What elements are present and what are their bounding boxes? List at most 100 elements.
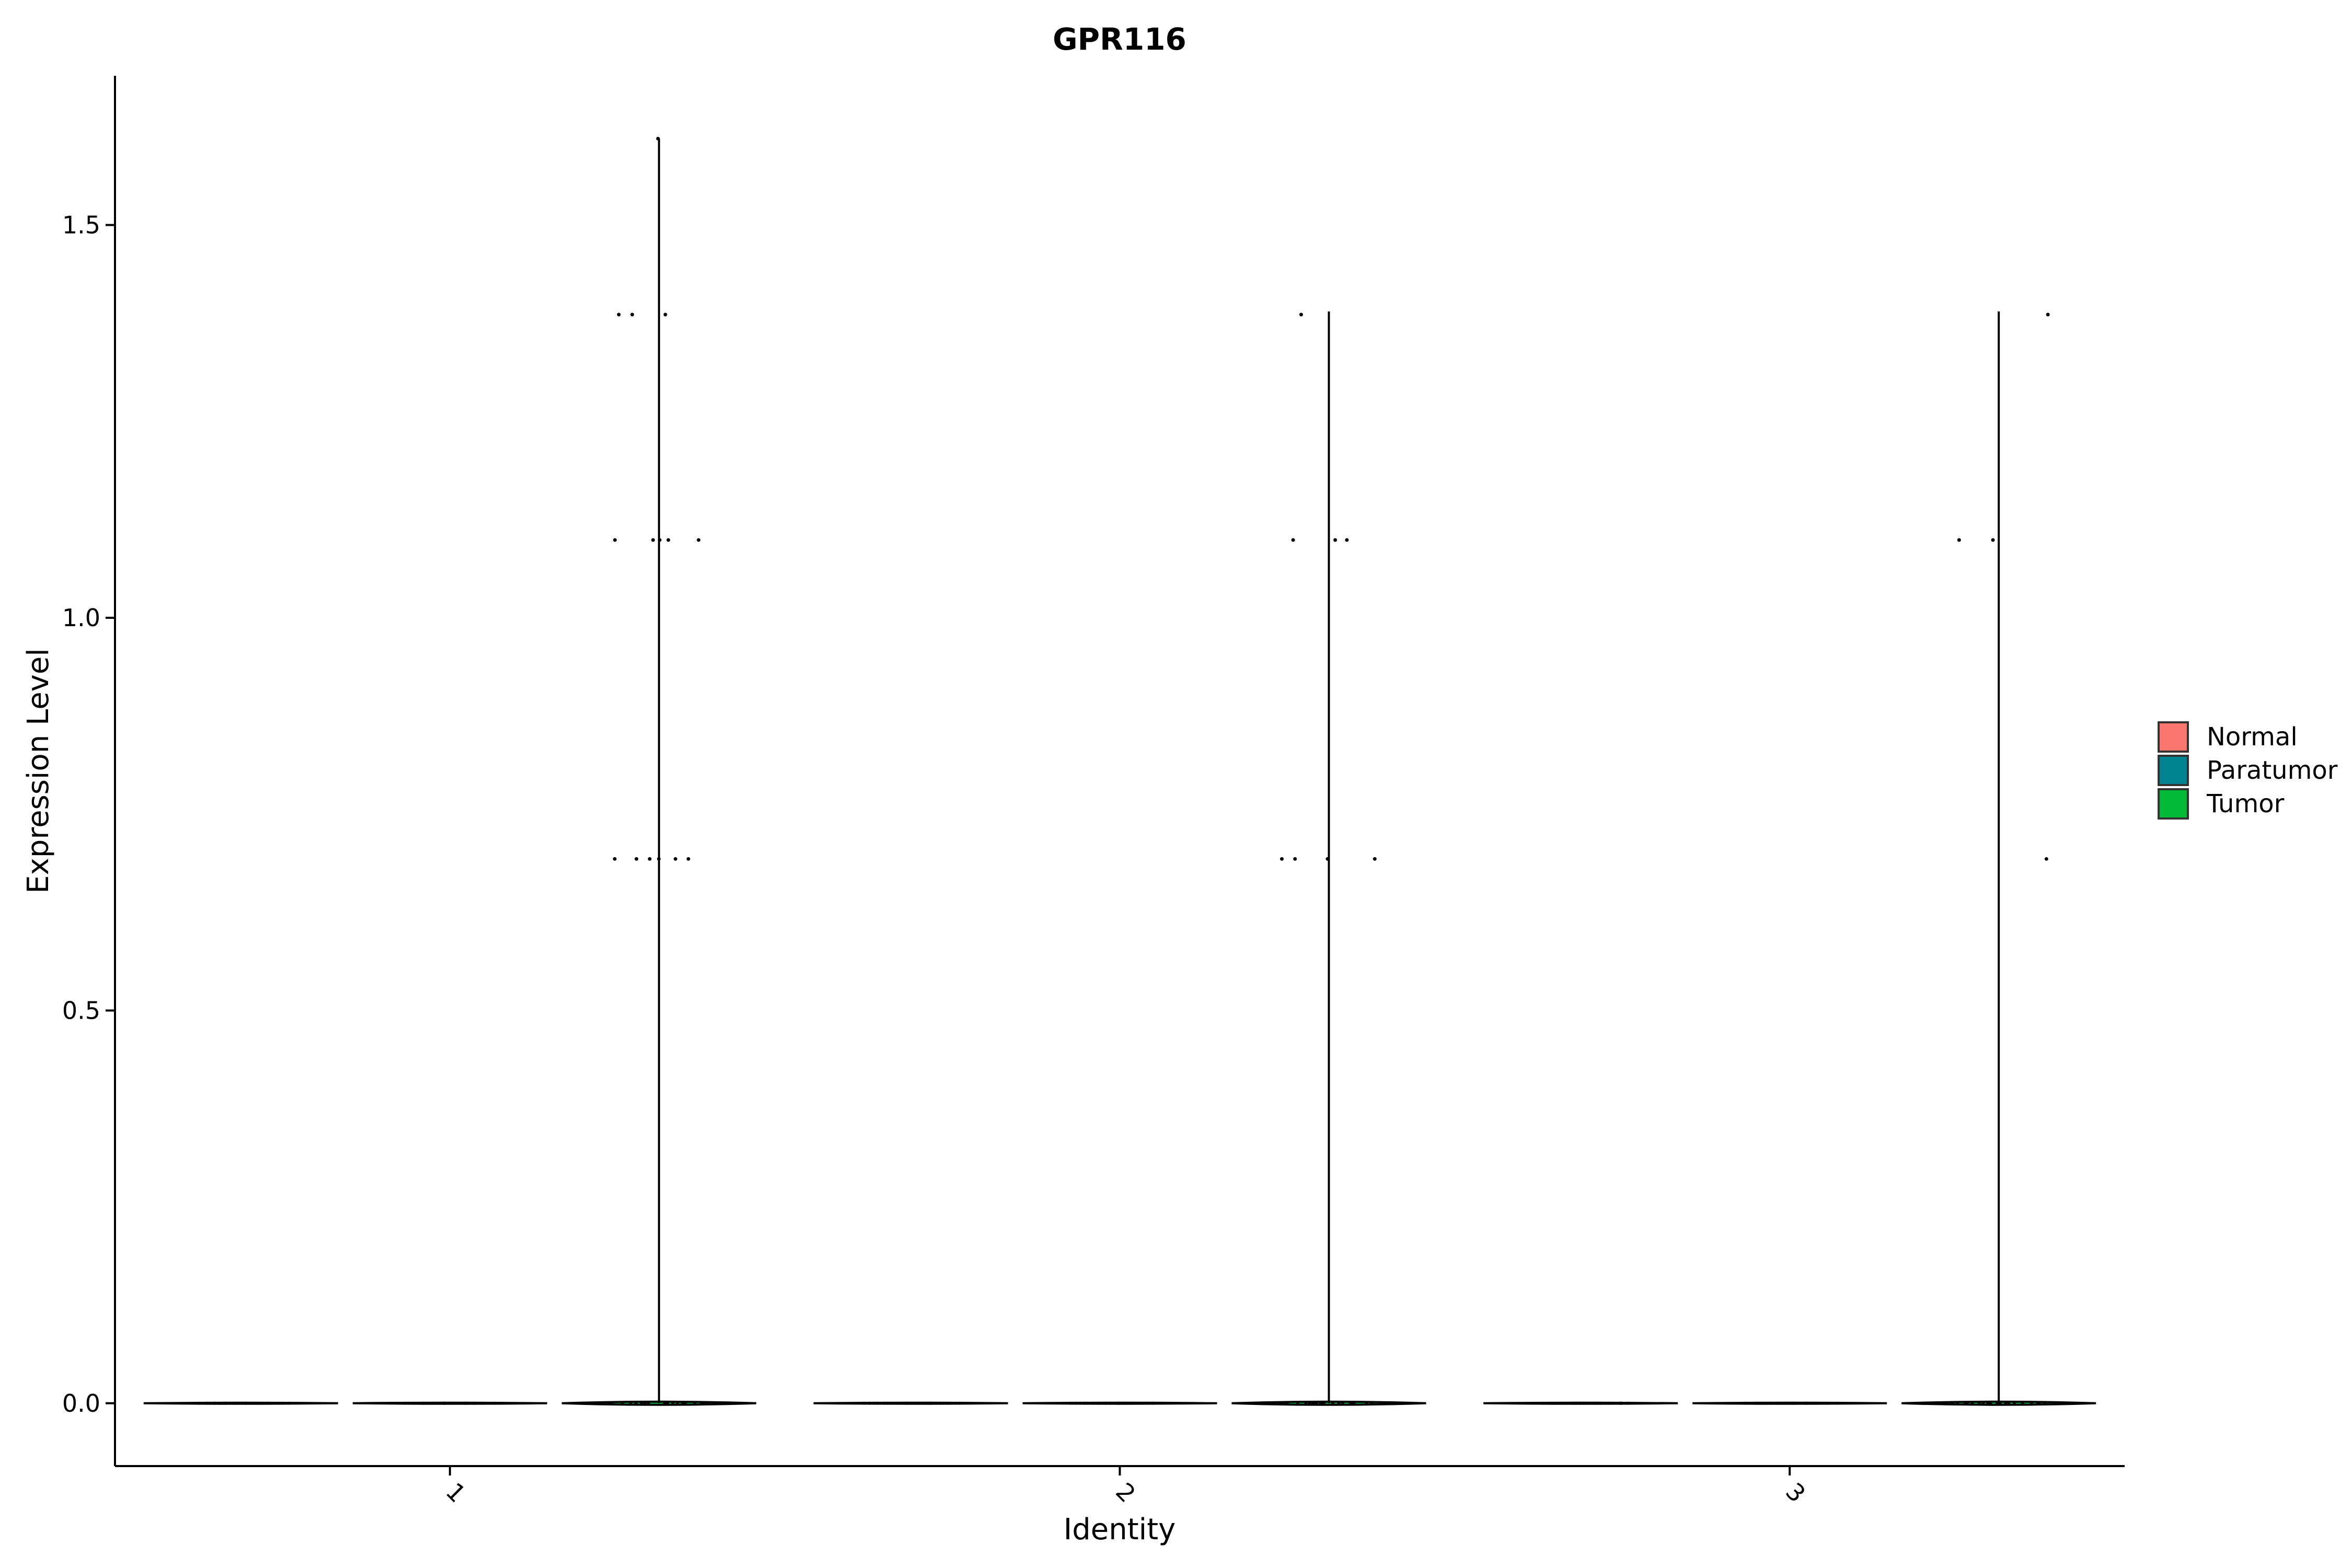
data-point bbox=[1782, 1401, 1786, 1405]
data-point bbox=[281, 1401, 285, 1405]
data-point bbox=[681, 1401, 684, 1405]
data-point bbox=[1280, 857, 1284, 861]
data-point bbox=[925, 1401, 928, 1405]
data-point bbox=[613, 857, 617, 861]
data-point bbox=[666, 1401, 670, 1405]
violin bbox=[1901, 311, 2096, 1406]
data-point bbox=[1311, 1401, 1315, 1405]
data-point bbox=[1989, 1401, 1992, 1405]
data-point bbox=[629, 1401, 632, 1405]
data-point bbox=[1793, 1401, 1797, 1405]
data-point bbox=[463, 1401, 466, 1405]
data-point bbox=[1304, 1401, 1308, 1405]
data-point bbox=[1571, 1401, 1574, 1405]
data-point bbox=[1826, 1401, 1829, 1405]
data-point bbox=[1348, 1401, 1352, 1405]
data-point bbox=[1769, 1401, 1773, 1405]
data-point bbox=[2044, 857, 2048, 861]
data-point bbox=[287, 1401, 291, 1405]
data-point bbox=[1592, 1401, 1596, 1405]
data-point bbox=[876, 1401, 880, 1405]
data-point bbox=[1098, 1401, 1101, 1405]
y-axis-title: Expression Level bbox=[21, 648, 55, 894]
data-point bbox=[1122, 1401, 1125, 1405]
data-point bbox=[1837, 1401, 1840, 1405]
data-point bbox=[671, 1401, 675, 1405]
data-point bbox=[1599, 1401, 1602, 1405]
data-point bbox=[1957, 538, 1961, 542]
data-point bbox=[1628, 1401, 1631, 1405]
data-point bbox=[1085, 1401, 1088, 1405]
data-point bbox=[1116, 1401, 1120, 1405]
data-point bbox=[872, 1401, 875, 1405]
data-point bbox=[1147, 1401, 1150, 1405]
data-point bbox=[1293, 857, 1297, 861]
data-point bbox=[217, 1401, 221, 1405]
data-point bbox=[699, 1401, 703, 1405]
data-point bbox=[440, 1401, 443, 1405]
violin bbox=[813, 1401, 1008, 1405]
violin-body bbox=[813, 1401, 1008, 1405]
data-point bbox=[412, 1401, 416, 1405]
data-point bbox=[256, 1401, 260, 1405]
data-point bbox=[213, 1401, 216, 1405]
data-point bbox=[948, 1401, 952, 1405]
data-point bbox=[1077, 1401, 1080, 1405]
data-point bbox=[1805, 1401, 1809, 1405]
data-point bbox=[693, 1401, 697, 1405]
data-point bbox=[1607, 1401, 1611, 1405]
data-point bbox=[431, 1401, 434, 1405]
data-point bbox=[1321, 1401, 1325, 1405]
data-point bbox=[1788, 1401, 1792, 1405]
data-point bbox=[647, 1401, 650, 1405]
data-point bbox=[673, 857, 677, 861]
data-point bbox=[686, 857, 690, 861]
data-point bbox=[643, 1401, 647, 1405]
data-point bbox=[1964, 1401, 1967, 1405]
data-point bbox=[1970, 1401, 1974, 1405]
data-point bbox=[1104, 1401, 1108, 1405]
data-point bbox=[249, 1401, 253, 1405]
data-point bbox=[197, 1401, 201, 1405]
violin bbox=[561, 139, 756, 1406]
data-point bbox=[1978, 1401, 1981, 1405]
data-point bbox=[1365, 1401, 1368, 1405]
data-point bbox=[676, 1401, 679, 1405]
violin-body bbox=[143, 1401, 338, 1405]
data-point bbox=[1775, 1401, 1779, 1405]
data-point bbox=[882, 1401, 886, 1405]
data-point bbox=[425, 1401, 429, 1405]
data-point bbox=[663, 1401, 666, 1405]
data-point bbox=[658, 538, 662, 542]
data-point bbox=[1079, 1401, 1083, 1405]
data-point bbox=[1296, 1401, 1299, 1405]
legend-item: Paratumor bbox=[2158, 755, 2338, 786]
legend-label: Normal bbox=[2207, 722, 2298, 752]
data-point bbox=[231, 1401, 235, 1405]
data-point bbox=[1981, 1401, 1985, 1405]
data-point bbox=[1813, 1401, 1816, 1405]
data-point bbox=[1784, 1401, 1788, 1405]
data-point bbox=[277, 1401, 281, 1405]
violin bbox=[143, 1401, 338, 1405]
data-point bbox=[1351, 1401, 1354, 1405]
data-point bbox=[1987, 1401, 1990, 1405]
data-point bbox=[1370, 1401, 1374, 1405]
data-point bbox=[448, 1401, 452, 1405]
data-point bbox=[2021, 1401, 2024, 1405]
data-point bbox=[1611, 1401, 1615, 1405]
data-point bbox=[1109, 1401, 1112, 1405]
data-point bbox=[407, 1401, 411, 1405]
data-point bbox=[1299, 313, 1304, 317]
data-point bbox=[1625, 1401, 1629, 1405]
data-point bbox=[918, 1401, 921, 1405]
data-point bbox=[1091, 1401, 1095, 1405]
data-point bbox=[1373, 857, 1377, 861]
x-tick-label: 1 bbox=[441, 1477, 471, 1508]
data-point bbox=[244, 1401, 247, 1405]
data-point bbox=[1573, 1401, 1576, 1405]
legend-swatch bbox=[2158, 721, 2189, 753]
data-point bbox=[1333, 538, 1338, 542]
data-point bbox=[613, 538, 617, 542]
data-point bbox=[938, 1401, 942, 1405]
